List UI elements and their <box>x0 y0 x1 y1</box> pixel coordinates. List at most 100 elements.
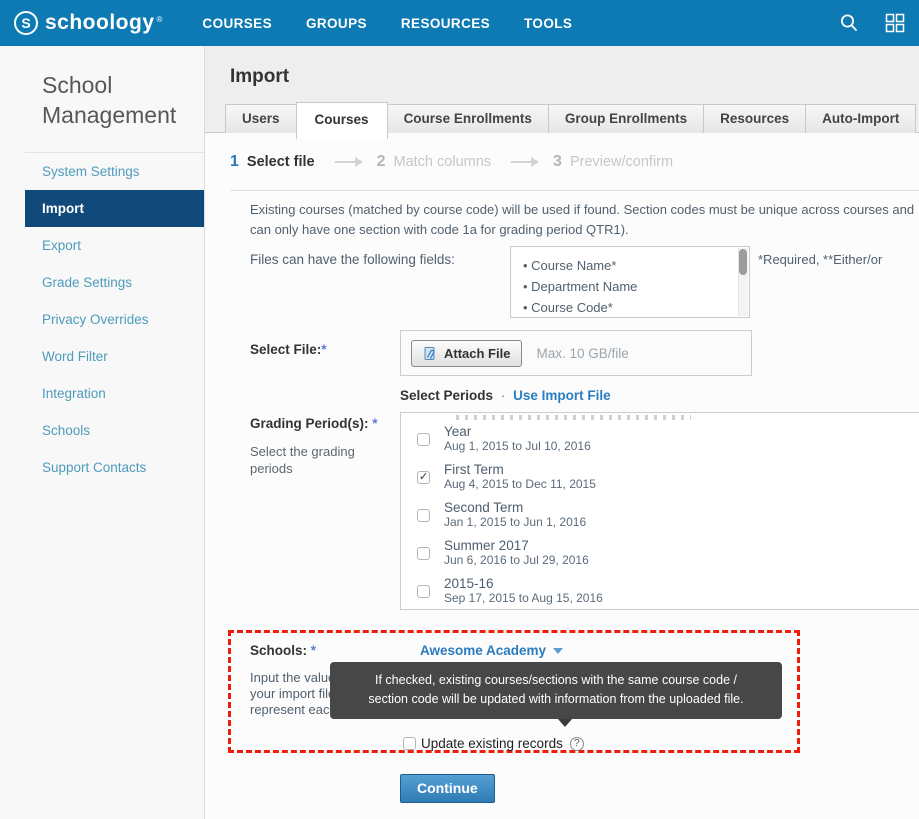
sidebar-title: School Management <box>42 72 177 128</box>
school-dropdown[interactable]: Awesome Academy <box>420 643 564 658</box>
period-dates: Jun 6, 2016 to Jul 29, 2016 <box>444 553 589 567</box>
grading-label-text: Grading Period(s): <box>250 416 369 431</box>
period-dates: Aug 4, 2015 to Dec 11, 2015 <box>444 477 596 491</box>
select-periods-label: Select Periods <box>400 388 494 403</box>
grading-period-row: First Term Aug 4, 2015 to Dec 11, 2015 <box>417 462 919 492</box>
period-name: Second Term <box>444 500 524 515</box>
period-checkbox[interactable] <box>417 432 430 446</box>
sidebar-item[interactable]: Import <box>25 190 204 227</box>
schools-label-text: Schools: <box>250 643 308 658</box>
nav-right-icons <box>839 13 905 33</box>
sidebar-item[interactable]: Support Contacts <box>42 460 147 475</box>
step-arrow-icon <box>511 157 540 167</box>
registered-mark: ® <box>156 14 163 24</box>
import-tab[interactable]: Users <box>225 104 297 133</box>
period-checkbox[interactable] <box>417 470 430 484</box>
sidebar-item[interactable]: Export <box>42 238 82 253</box>
period-text: First Term Aug 4, 2015 to Dec 11, 2015 <box>444 462 596 492</box>
schools-label: Schools: * <box>250 643 316 658</box>
schools-description-line-2: your import file t <box>250 686 343 701</box>
period-name: Summer 2017 <box>444 538 529 553</box>
period-name: 2015-16 <box>444 576 494 591</box>
top-nav: S schoology ® COURSES GROUPS RESOURCES T… <box>0 0 919 46</box>
main-menu-item[interactable]: COURSES <box>202 15 272 31</box>
wizard-steps: 1 Select file 2 Match columns 3 Preview/… <box>230 153 673 171</box>
period-text: Second Term Jan 1, 2015 to Jun 1, 2016 <box>444 500 586 530</box>
intro-line-1: Existing courses (matched by course code… <box>250 202 915 217</box>
sidebar-item[interactable]: Privacy Overrides <box>42 312 149 327</box>
import-tab[interactable]: Courses <box>295 102 388 139</box>
attach-file-button[interactable]: Attach File <box>411 339 523 367</box>
main-panel: Import Users Courses Course Enrollments … <box>205 46 919 819</box>
schools-description-line-1: Input the values f <box>250 670 350 685</box>
schools-description-line-3: represent each sc <box>250 702 354 717</box>
help-question-icon[interactable]: ? <box>569 736 584 751</box>
grading-periods-list: Year Aug 1, 2015 to Jul 10, 2016 First T… <box>401 424 919 606</box>
main-menu: COURSES GROUPS RESOURCES TOOLS <box>202 16 572 31</box>
period-dates: Aug 1, 2015 to Jul 10, 2016 <box>444 439 591 453</box>
wizard-step: 2 Match columns <box>377 153 553 171</box>
period-text: Summer 2017 Jun 6, 2016 to Jul 29, 2016 <box>444 538 589 568</box>
chevron-down-icon <box>553 648 564 655</box>
brand-name: schoology <box>45 11 155 34</box>
main-menu-item[interactable]: TOOLS <box>524 15 573 31</box>
sidebar-item[interactable]: System Settings <box>42 164 140 179</box>
fields-list: Course Name* Department Name Course Code… <box>511 247 749 317</box>
search-icon[interactable] <box>839 13 859 33</box>
page-header: Import Users Courses Course Enrollments … <box>205 46 919 139</box>
schools-section-highlight-annotation: Schools: * Awesome Academy Input the val… <box>228 630 800 753</box>
step-label: Preview/confirm <box>569 154 674 170</box>
attach-file-icon <box>424 346 435 360</box>
main-menu-item[interactable]: RESOURCES <box>400 15 491 31</box>
import-tab[interactable]: Course Enrollments <box>386 104 549 133</box>
wizard-step: 3 Preview/confirm <box>553 153 673 171</box>
grading-period-row: Year Aug 1, 2015 to Jul 10, 2016 <box>417 424 919 454</box>
grading-periods-list-box[interactable]: Year Aug 1, 2015 to Jul 10, 2016 First T… <box>400 412 919 610</box>
sidebar-item[interactable]: Integration <box>42 386 106 401</box>
grading-asterisk: * <box>372 416 378 431</box>
intro-line-2: can only have one section with code 1a f… <box>250 222 629 237</box>
step-number: 3 <box>553 153 562 170</box>
schoology-logo[interactable]: S schoology ® <box>14 11 162 35</box>
fields-scrollbar-thumb[interactable] <box>739 249 747 275</box>
import-tab[interactable]: Resources <box>703 104 807 133</box>
fields-scrollbar[interactable] <box>738 248 748 316</box>
intro-text: Existing courses (matched by course code… <box>250 200 919 240</box>
period-checkbox[interactable] <box>417 584 430 598</box>
grading-help-text: Select the grading periods <box>250 444 355 476</box>
select-file-asterisk: * <box>321 342 327 357</box>
update-existing-records-row: Update existing records ? <box>403 736 584 751</box>
import-content: 1 Select file 2 Match columns 3 Preview/… <box>205 133 919 819</box>
select-file-label-text: Select File: <box>250 342 322 357</box>
field-item: Department Name <box>523 276 749 297</box>
schoology-s-icon: S <box>14 11 38 35</box>
period-checkbox[interactable] <box>417 508 430 522</box>
apps-grid-icon[interactable] <box>885 13 905 33</box>
grading-period-row: Summer 2017 Jun 6, 2016 to Jul 29, 2016 <box>417 538 919 568</box>
sidebar-divider <box>25 152 204 153</box>
schools-description-occluded: Input the values f your import file t re… <box>250 670 353 718</box>
period-checkbox[interactable] <box>417 546 430 560</box>
sidebar-item[interactable]: Schools <box>42 423 91 438</box>
max-file-size-note: Max. 10 GB/file <box>536 345 629 361</box>
grading-period-row: 2015-16 Sep 17, 2015 to Aug 15, 2016 <box>417 576 919 606</box>
continue-button[interactable]: Continue <box>400 774 495 803</box>
field-item: Course Code* <box>523 297 749 317</box>
period-name: Year <box>444 424 472 439</box>
main-menu-item[interactable]: GROUPS <box>305 15 367 31</box>
wizard-step: 1 Select file <box>230 153 377 171</box>
step-label: Select file <box>246 154 315 170</box>
sidebar-menu: System Settings Import Export Grade Sett… <box>0 153 204 486</box>
sidebar-item[interactable]: Word Filter <box>42 349 108 364</box>
update-existing-records-checkbox[interactable] <box>403 737 416 750</box>
import-tab[interactable]: Group Enrollments <box>547 104 705 133</box>
use-import-file-link[interactable]: Use Import File <box>513 388 611 403</box>
import-tab[interactable]: Auto-Import <box>805 104 917 133</box>
sidebar-item[interactable]: Grade Settings <box>42 275 133 290</box>
fields-list-box[interactable]: Course Name* Department Name Course Code… <box>510 246 750 318</box>
section-divider <box>230 190 919 191</box>
required-note: *Required, **Either/or <box>758 252 883 267</box>
period-text: Year Aug 1, 2015 to Jul 10, 2016 <box>444 424 591 454</box>
attach-file-dropzone[interactable]: Attach File Max. 10 GB/file <box>400 330 752 376</box>
attach-file-button-label: Attach File <box>444 345 511 361</box>
